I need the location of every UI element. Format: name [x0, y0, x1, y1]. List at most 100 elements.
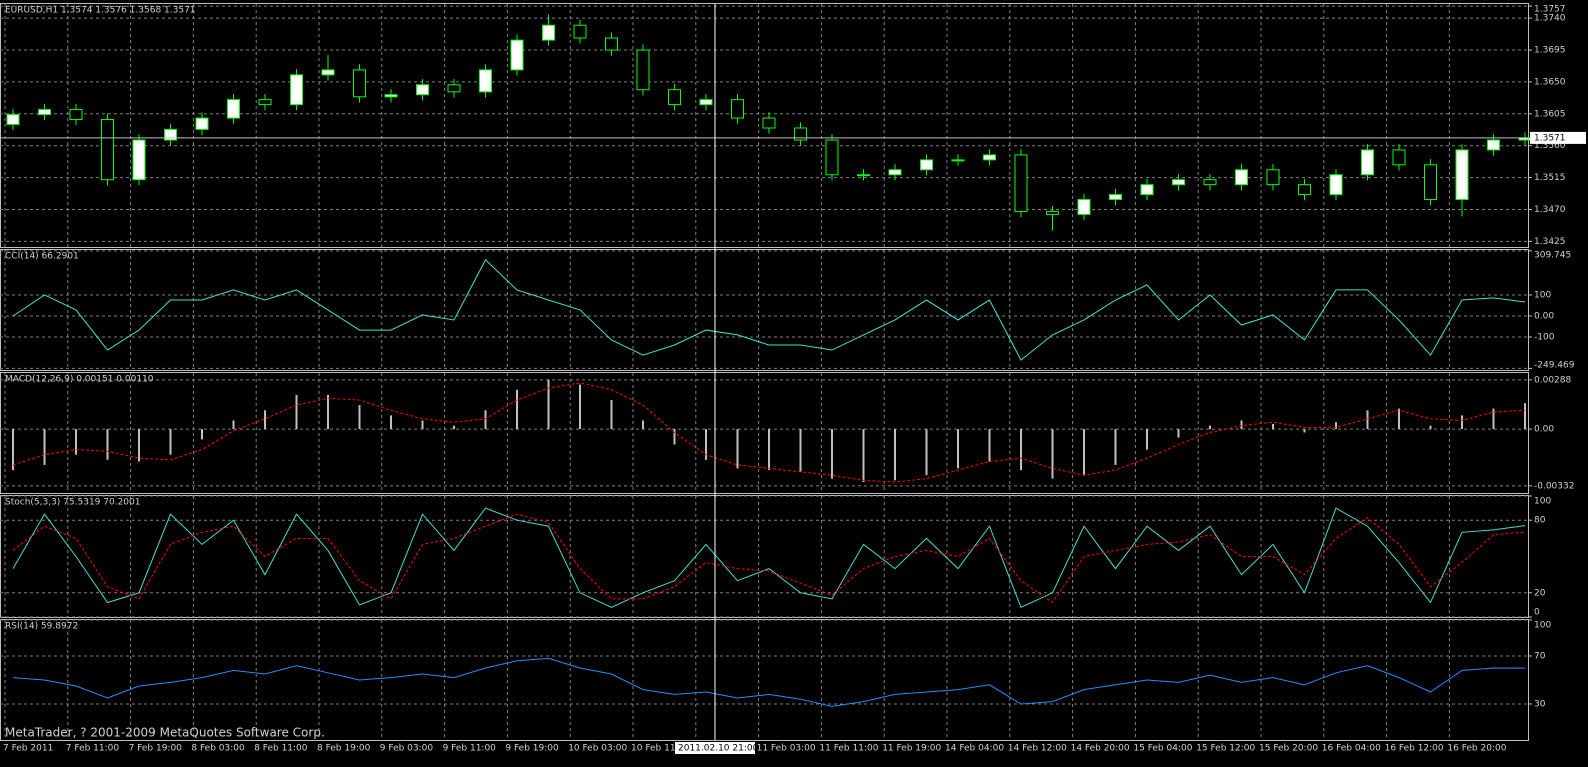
candle-body: [195, 117, 209, 130]
candle-body: [668, 89, 681, 106]
x-tick-label: 7 Feb 11:00: [66, 744, 120, 754]
candle-body: [164, 128, 177, 141]
candle-body: [857, 174, 870, 177]
candle-body: [1424, 164, 1437, 201]
y-tick-label: 0: [1534, 608, 1540, 618]
y-tick-label: 1.3605: [1534, 109, 1566, 119]
candle-body: [1392, 149, 1406, 166]
x-tick-label: 7 Feb 2011: [3, 744, 53, 754]
candle-body: [1140, 184, 1154, 196]
candle-body: [258, 99, 272, 106]
candle-body: [699, 99, 713, 106]
panel-title: EURUSD,H1 1.3574 1.3576 1.3568 1.3571: [5, 6, 196, 16]
x-tick-label: 16 Feb 04:00: [1322, 744, 1381, 754]
y-tick-label: 1.3740: [1534, 14, 1566, 24]
candle-body: [542, 24, 555, 41]
y-tick-label: 1.3757: [1534, 5, 1566, 15]
candle-body: [1077, 199, 1091, 215]
y-tick-label: 30: [1534, 700, 1546, 710]
candle-body: [1203, 179, 1217, 186]
x-tick-label: 15 Feb 12:00: [1196, 744, 1255, 754]
panel-title: RSI(14) 59.8972: [5, 622, 78, 632]
candle-body: [1266, 169, 1280, 186]
last-price-box: [1530, 131, 1586, 144]
x-tick-label: 14 Feb 20:00: [1071, 744, 1130, 754]
x-tick-label: 8 Feb 03:00: [191, 744, 245, 754]
candle-body: [384, 94, 398, 98]
panel-border: [0, 249, 1529, 371]
y-tick-label: 20: [1534, 588, 1546, 598]
indicator-line: [12, 259, 1526, 361]
candle-body: [447, 84, 461, 93]
candle-body: [1109, 194, 1122, 201]
candle-body: [1172, 179, 1185, 186]
candle-body: [101, 118, 114, 181]
candle-body: [762, 117, 776, 129]
y-tick-label: -100: [1534, 333, 1555, 343]
candle-body: [825, 139, 839, 176]
y-tick-label: 0.00288: [1534, 375, 1571, 385]
x-tick-label: 14 Feb 04:00: [945, 744, 1004, 754]
y-tick-label: 1.3470: [1534, 205, 1566, 215]
panel-border: [0, 372, 1529, 494]
y-tick-label: 100: [1534, 621, 1551, 631]
y-tick-label: 1.3650: [1534, 77, 1566, 87]
indicator-line: [12, 507, 1526, 608]
candle-body: [227, 99, 240, 119]
candle-body: [1329, 174, 1343, 196]
panel-title: CCI(14) 66.2901: [5, 252, 79, 262]
candle-body: [1487, 139, 1500, 151]
candle-body: [573, 24, 587, 39]
candle-body: [132, 139, 146, 181]
y-tick-label: 1.3515: [1534, 173, 1566, 183]
x-tick-label: 11 Feb 11:00: [819, 744, 878, 754]
y-tick-label: 1.3695: [1534, 46, 1566, 56]
y-tick-label: 80: [1534, 516, 1546, 526]
x-tick-label: 16 Feb 20:00: [1447, 744, 1506, 754]
candle-body: [920, 159, 933, 171]
y-tick-label: 1.3425: [1534, 237, 1566, 247]
y-tick-label: 70: [1534, 652, 1546, 662]
x-tick-label: 15 Feb 20:00: [1259, 744, 1318, 754]
candle-body: [951, 159, 965, 162]
y-tick-label: 0.00: [1534, 425, 1554, 435]
x-tick-label: 8 Feb 19:00: [317, 744, 371, 754]
cursor-label-box: [675, 742, 755, 754]
indicator-line: [12, 657, 1526, 707]
panel-title: Stoch(5,3,3) 75.5319 70.2001: [5, 498, 140, 508]
y-tick-label: 1.3560: [1534, 141, 1566, 151]
candle-body: [1455, 149, 1469, 201]
candle-body: [1361, 149, 1374, 176]
y-tick-label: 0.00: [1534, 311, 1554, 321]
candle-body: [479, 69, 492, 93]
candle-body: [38, 109, 51, 116]
x-tick-label: 10 Feb 11: [631, 744, 676, 754]
x-tick-label: 11 Feb 19:00: [882, 744, 941, 754]
candle-body: [731, 99, 744, 119]
candle-body: [290, 74, 303, 106]
candle-body: [416, 84, 429, 96]
candle-body: [1235, 169, 1248, 186]
watermark: MetaTrader, ? 2001-2009 MetaQuotes Softw…: [5, 726, 325, 740]
last-price-label: 1.3571: [1534, 133, 1566, 143]
indicator-line: [12, 513, 1526, 604]
x-tick-label: 14 Feb 12:00: [1008, 744, 1067, 754]
x-tick-label: 9 Feb 11:00: [443, 744, 497, 754]
candle-body: [605, 37, 618, 51]
candle-body: [6, 114, 20, 125]
y-tick-label: 100: [1534, 497, 1551, 507]
x-tick-label: 16 Feb 12:00: [1385, 744, 1444, 754]
candle-body: [321, 69, 335, 76]
candle-body: [888, 169, 902, 176]
candle-body: [1046, 211, 1059, 215]
x-tick-label: 7 Feb 19:00: [129, 744, 183, 754]
candle-body: [353, 69, 366, 98]
candle-body: [1014, 154, 1028, 213]
y-tick-label: 309.745: [1534, 251, 1571, 261]
candle-body: [636, 49, 650, 91]
x-tick-label: 10 Feb 03:00: [568, 744, 627, 754]
cursor-label: 2011.02.10 21:00: [678, 744, 759, 754]
candle-body: [1298, 184, 1311, 196]
candle-body: [510, 39, 524, 71]
